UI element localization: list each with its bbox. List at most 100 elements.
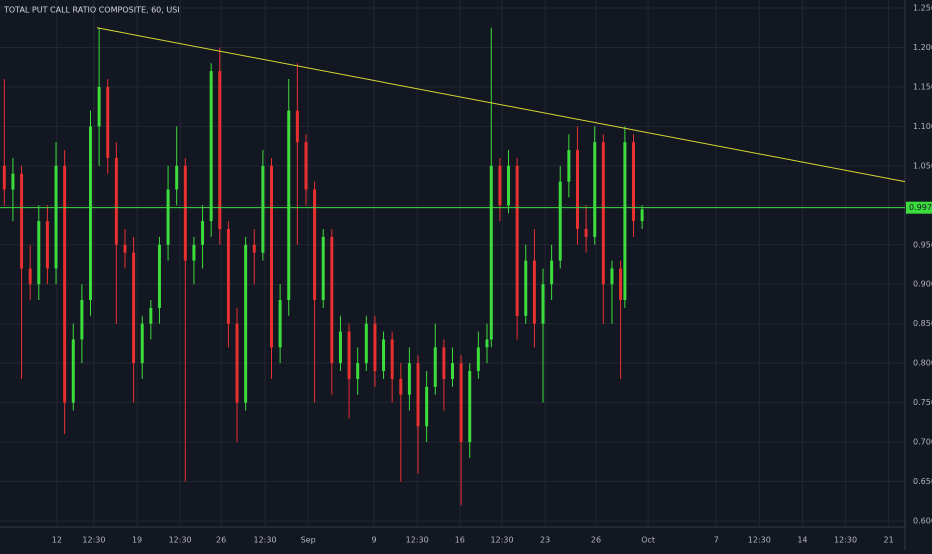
candle-body (399, 378, 403, 395)
candle-body (416, 363, 420, 427)
candle-body (541, 284, 545, 324)
x-tick-label: 19 (132, 536, 142, 545)
candle-body (623, 142, 627, 301)
candle-body (347, 331, 351, 379)
y-tick-label: 1.100 (913, 122, 932, 131)
candle-body (2, 165, 6, 190)
y-tick-label: 0.900 (913, 280, 932, 289)
y-tick-label: 1.150 (913, 82, 932, 91)
y-tick-label: 1.050 (913, 161, 932, 170)
chart-title: TOTAL PUT CALL RATIO COMPOSITE, 60, USI (3, 6, 180, 15)
candle-body (175, 165, 179, 190)
candle-body (123, 244, 127, 253)
y-tick-label: 1.250 (913, 4, 932, 13)
candle-body (558, 181, 562, 261)
candle-body (226, 228, 230, 324)
y-tick-label: 1.200 (913, 43, 932, 52)
candle-body (330, 236, 334, 364)
candle-body (524, 260, 528, 316)
candle-body (54, 165, 58, 269)
y-tick-label: 0.850 (913, 319, 932, 328)
candle-body (507, 165, 511, 206)
candle-body (356, 363, 360, 379)
y-tick-label: 0.950 (913, 240, 932, 249)
trendline (96, 27, 906, 183)
candle-body (610, 268, 614, 285)
candle-body (567, 150, 571, 182)
candle-body (575, 150, 579, 229)
candle-body (45, 221, 49, 269)
candle-body (304, 142, 308, 190)
candle-body (338, 331, 342, 364)
x-tick-label: 21 (884, 536, 894, 545)
candle-body (114, 157, 118, 245)
x-tick-label: 12:30 (406, 536, 429, 545)
x-tick-label: 14 (797, 536, 807, 545)
candle-body (390, 339, 394, 379)
candle-body (192, 244, 196, 261)
x-tick-label: 12:30 (82, 536, 105, 545)
x-tick-label: 16 (455, 536, 465, 545)
candle-body (550, 260, 554, 285)
candle-body (632, 142, 635, 222)
x-tick-label: Sep (301, 536, 316, 545)
candle-body (313, 189, 317, 301)
candle-body (201, 221, 205, 245)
candle-body (382, 339, 386, 372)
candle-body (149, 307, 153, 324)
candle-body (459, 363, 463, 443)
candle-body (593, 142, 597, 237)
x-tick-label: 12:30 (254, 536, 277, 545)
candle-body (287, 110, 291, 301)
candle-body (425, 386, 429, 427)
x-tick-label: 26 (591, 536, 601, 545)
candle-body (640, 209, 644, 222)
candle-body (295, 110, 299, 143)
x-tick-label: 23 (540, 536, 550, 545)
y-tick-label: 0.800 (913, 359, 932, 368)
candle-body (278, 300, 282, 348)
x-tick-label: 12:30 (169, 536, 192, 545)
y-tick-label: 0.700 (913, 438, 932, 447)
candle-body (489, 165, 493, 340)
candle-body (89, 126, 92, 301)
x-tick-label: 12:30 (748, 536, 771, 545)
x-tick-label: 12 (52, 536, 62, 545)
candle-body (601, 142, 605, 285)
candle-body (532, 260, 536, 324)
candle-body (442, 347, 446, 379)
candle-body (451, 363, 454, 379)
x-tick-label: 7 (714, 536, 719, 545)
candle-body (80, 300, 84, 340)
candle-body (140, 323, 144, 364)
x-tick-label: Oct (641, 536, 655, 545)
candle-body (468, 371, 472, 443)
candle-body (244, 244, 248, 403)
candle-body (218, 71, 222, 229)
y-tick-label: 0.600 (913, 517, 932, 526)
candle-body (252, 244, 256, 253)
x-tick-label: 12:30 (834, 536, 857, 545)
candle-body (63, 165, 67, 403)
candle-body (270, 165, 273, 348)
candle-body (619, 268, 623, 301)
candle-body (498, 165, 502, 206)
candle-body (485, 339, 489, 348)
x-tick-label: 12:30 (491, 536, 514, 545)
candle-body (157, 244, 161, 308)
candle-body (433, 347, 437, 387)
price-label: 0.997 (909, 203, 932, 212)
candle-body (20, 173, 24, 269)
candle-body (183, 165, 187, 261)
x-tick-label: 9 (372, 536, 377, 545)
candle-body (321, 236, 325, 301)
candle-body (166, 189, 170, 245)
y-tick-label: 0.650 (913, 477, 932, 486)
candle-body (132, 252, 136, 364)
candle-body (11, 173, 15, 190)
candle-body (209, 71, 213, 222)
candle-body (373, 323, 377, 372)
y-tick-label: 0.750 (913, 398, 932, 407)
